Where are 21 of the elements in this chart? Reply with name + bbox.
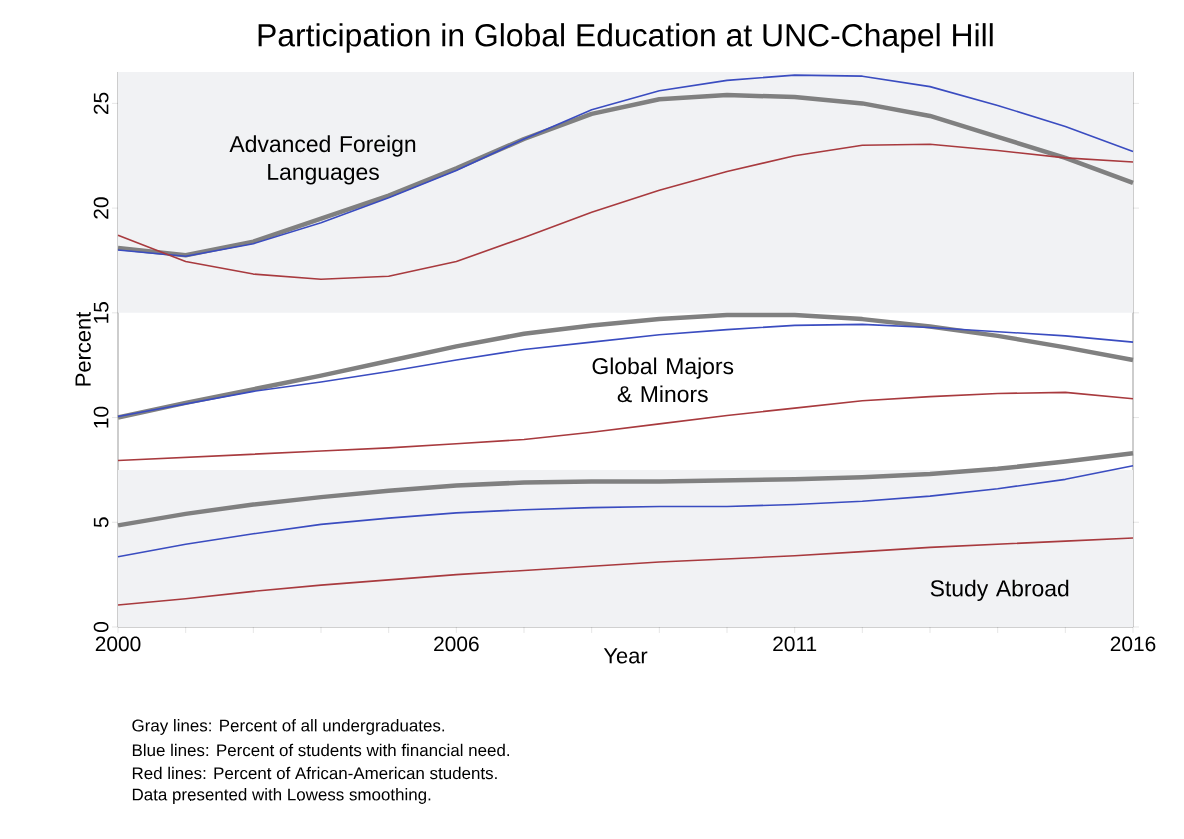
y-tick-label: 20	[93, 197, 109, 219]
annotation: Study Abroad	[930, 579, 1069, 602]
y-axis-title: Percent	[75, 311, 91, 386]
annotation: Global Majors & Minors	[592, 357, 734, 403]
x-tick-label: 2011	[773, 636, 817, 652]
y-tick-label: 10	[93, 406, 109, 428]
x-axis-title: Year	[603, 648, 648, 664]
text: Blue lines: Percent of students with financial need.	[132, 743, 510, 757]
line-series	[117, 464, 1134, 558]
y-tick-label: 5	[93, 517, 109, 528]
chart-title: Participation in Global Education at UNC-Chapel Hill	[258, 23, 993, 53]
y-tick-label: 25	[93, 92, 109, 114]
y-tick-label: 0	[93, 621, 109, 632]
annotation: Advanced Foreign Languages	[229, 135, 416, 185]
x-tick-label: 2006	[434, 636, 479, 652]
text: Red lines: Percent of African-American students.	[132, 766, 497, 780]
x-tick-label: 2000	[95, 636, 141, 652]
text: Gray lines: Percent of all undergraduates.	[132, 719, 445, 735]
y-tick-label: 15	[93, 302, 109, 323]
text: Data presented with Lowess smoothing.	[132, 788, 431, 804]
x-tick-label: 2016	[1110, 636, 1156, 652]
